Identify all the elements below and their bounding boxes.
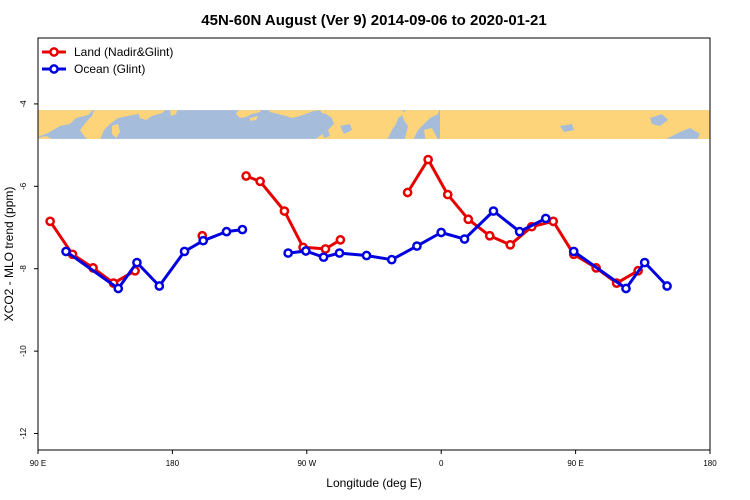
data-point: [318, 252, 329, 263]
data-point: [423, 154, 433, 165]
data-point: [221, 226, 232, 237]
y-tick-label: -4: [19, 100, 28, 108]
x-tick-label: 90 W: [297, 459, 316, 468]
series-line: [245, 174, 342, 251]
data-point: [488, 206, 499, 216]
data-point: [402, 187, 413, 198]
data-point: [540, 213, 551, 224]
y-axis-label: XCO2 - MLO trend (ppm): [2, 187, 16, 322]
series-line: [65, 228, 243, 290]
data-point: [335, 235, 346, 245]
data-point: [334, 248, 345, 258]
y-tick-label: -6: [19, 182, 28, 190]
y-tick-label: -12: [19, 427, 28, 439]
map-strip: [38, 110, 710, 139]
data-point: [436, 227, 447, 238]
series-ocean: [61, 206, 672, 294]
x-tick-label: 90 E: [30, 459, 46, 468]
data-point: [154, 281, 165, 291]
x-axis-label: Longitude (deg E): [326, 476, 421, 490]
data-point: [621, 283, 631, 294]
data-point: [255, 176, 265, 187]
data-point: [320, 244, 331, 254]
data-point: [442, 189, 453, 200]
data-point: [45, 216, 55, 227]
data-point: [237, 224, 248, 235]
series-line: [572, 250, 669, 290]
legend: Land (Nadir&Glint) Ocean (Glint): [42, 45, 173, 76]
data-point: [505, 239, 516, 250]
data-point: [279, 206, 290, 216]
legend-marker: [49, 47, 59, 57]
data-point: [463, 214, 474, 225]
series-line: [406, 158, 639, 285]
y-tick-label: -8: [19, 265, 28, 273]
plot-frame: [37, 37, 711, 451]
data-point: [662, 281, 672, 291]
data-point: [61, 246, 71, 257]
data-point: [386, 254, 397, 265]
data-point: [361, 250, 372, 261]
x-tick-label: 180: [703, 459, 717, 468]
data-point: [132, 257, 142, 268]
data-point: [459, 234, 470, 244]
data-point: [412, 241, 422, 251]
chart-title: 45N-60N August (Ver 9) 2014-09-06 to 202…: [201, 12, 546, 29]
data-point: [514, 226, 525, 237]
map-land: [38, 110, 710, 139]
x-tick-label: 180: [166, 459, 180, 468]
data-point: [548, 216, 559, 227]
data-point: [568, 246, 579, 257]
data-point: [241, 171, 251, 181]
data-point: [283, 248, 293, 258]
x-tick-label: 90 E: [567, 459, 583, 468]
series-layer: [45, 154, 672, 294]
x-tick-label: 0: [439, 459, 444, 468]
legend-entry: Land (Nadir&Glint): [74, 45, 173, 59]
legend-marker: [49, 64, 59, 74]
y-tick-label: -10: [19, 345, 28, 357]
legend-entry: Ocean (Glint): [74, 62, 145, 76]
axes: 90 E 180 90 W 0 90 E 180 -12 -10 -8 -6 -4: [19, 100, 717, 468]
data-point: [301, 246, 311, 256]
data-point: [484, 230, 495, 241]
data-point: [113, 283, 124, 294]
data-point: [639, 257, 650, 268]
data-point: [179, 246, 190, 257]
data-point: [198, 235, 209, 246]
